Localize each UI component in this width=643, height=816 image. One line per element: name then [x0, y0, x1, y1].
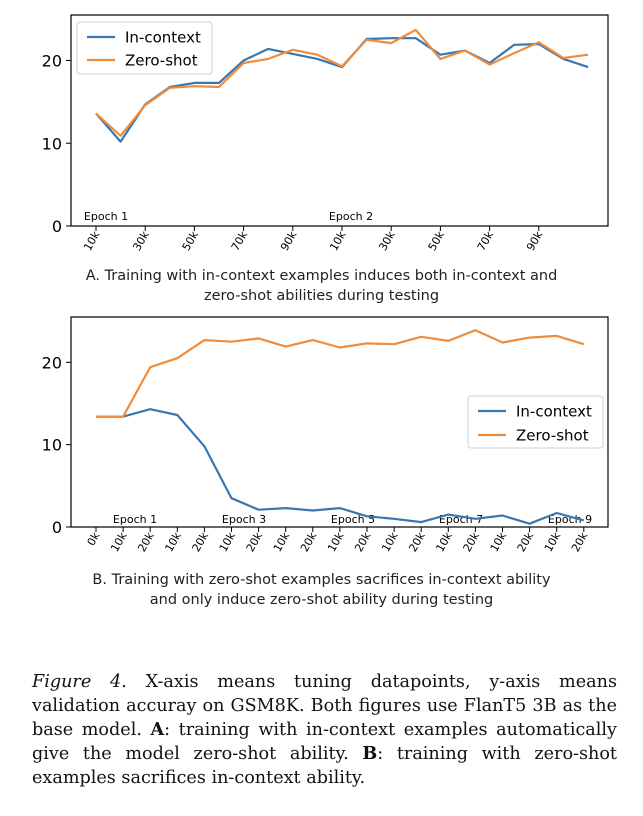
y-tick-label: 10 — [42, 134, 62, 153]
x-tick-label: 20k — [298, 529, 320, 554]
x-tick-label: 20k — [406, 529, 428, 554]
x-tick-label: 50k — [426, 228, 448, 253]
x-tick-label: 10k — [81, 228, 103, 253]
caption-a-line-1: A. Training with in-context examples ind… — [85, 268, 558, 284]
figure-caption-text-2: : training with in-context examples auto… — [32, 720, 617, 764]
x-tick-label: 20k — [352, 529, 374, 554]
caption-b: B. Training with zero-shot examples sacr… — [0, 570, 643, 610]
series-line-zero-shot — [96, 329, 585, 418]
caption-a-line-2: zero-shot abilities during testing — [203, 288, 440, 304]
y-tick-label: 0 — [52, 518, 62, 537]
x-tick-label: 10k — [379, 529, 401, 554]
plot-frame — [70, 14, 609, 227]
epoch-label: Epoch 2 — [329, 210, 373, 223]
series-line-in-context — [96, 408, 585, 525]
legend-label: Zero-shot — [516, 427, 589, 445]
x-tick-label: 10k — [108, 529, 130, 554]
epoch-label: Epoch 3 — [222, 513, 266, 526]
figure-caption-a-label: A — [150, 719, 165, 740]
legend-label: In-context — [516, 403, 592, 421]
x-tick-label: 70k — [229, 228, 251, 253]
x-tick-label: 30k — [130, 228, 152, 253]
series-line-zero-shot — [95, 28, 589, 137]
x-tick-label: 10k — [488, 529, 510, 554]
x-tick-label: 10k — [162, 529, 184, 554]
x-tick-label: 50k — [180, 228, 202, 253]
figure-caption: Figure 4. X-axis means tuning datapoints… — [32, 670, 617, 790]
legend-label: In-context — [125, 29, 201, 47]
caption-b-line-2: and only induce zero-shot ability during… — [149, 592, 494, 608]
caption-a: A. Training with in-context examples ind… — [0, 266, 643, 306]
x-tick-label: 20k — [244, 529, 266, 554]
chart-a: 0 10 20 10k 30k 50k 70k 90k 10k 30k 50k 70k 90k Epoch… — [42, 14, 609, 253]
x-tick-label: 20k — [135, 529, 157, 554]
figure-caption-b-label: B — [362, 743, 378, 764]
x-tick-label: 10k — [217, 529, 239, 554]
legend-label: Zero-shot — [125, 52, 198, 70]
x-tick-label: 10k — [271, 529, 293, 554]
epoch-label: Epoch 5 — [331, 513, 375, 526]
x-tick-label: 20k — [569, 529, 591, 554]
epoch-label: Epoch 7 — [439, 513, 483, 526]
figure-caption-text-1: X-axis means tuning datapoints, y-axis m… — [32, 672, 617, 740]
y-tick-label: 20 — [42, 52, 62, 71]
x-tick-label: 20k — [461, 529, 483, 554]
y-tick-label: 10 — [42, 436, 62, 455]
x-tick-label: 10k — [327, 228, 349, 253]
x-tick-label: 20k — [190, 529, 212, 554]
x-tick-label: 20k — [515, 529, 537, 554]
figure-label: Figure 4. — [32, 672, 127, 692]
x-tick-label: 30k — [376, 228, 398, 253]
epoch-label: Epoch 1 — [84, 210, 128, 223]
figure-caption-text-3: : training with zero-shot examples sacri… — [32, 744, 617, 788]
x-tick-label: 10k — [433, 529, 455, 554]
x-tick-label: 90k — [524, 228, 546, 253]
epoch-label: Epoch 1 — [113, 513, 157, 526]
y-tick-label: 20 — [42, 353, 62, 372]
epoch-label: Epoch 9 — [548, 513, 592, 526]
x-tick-label: 0k — [85, 529, 103, 548]
x-tick-label: 10k — [325, 529, 347, 554]
x-tick-label: 70k — [475, 228, 497, 253]
caption-b-line-1: B. Training with zero-shot examples sacr… — [92, 572, 551, 588]
x-tick-label: 90k — [278, 228, 300, 253]
x-tick-label: 10k — [542, 529, 564, 554]
y-tick-label: 0 — [52, 217, 62, 236]
